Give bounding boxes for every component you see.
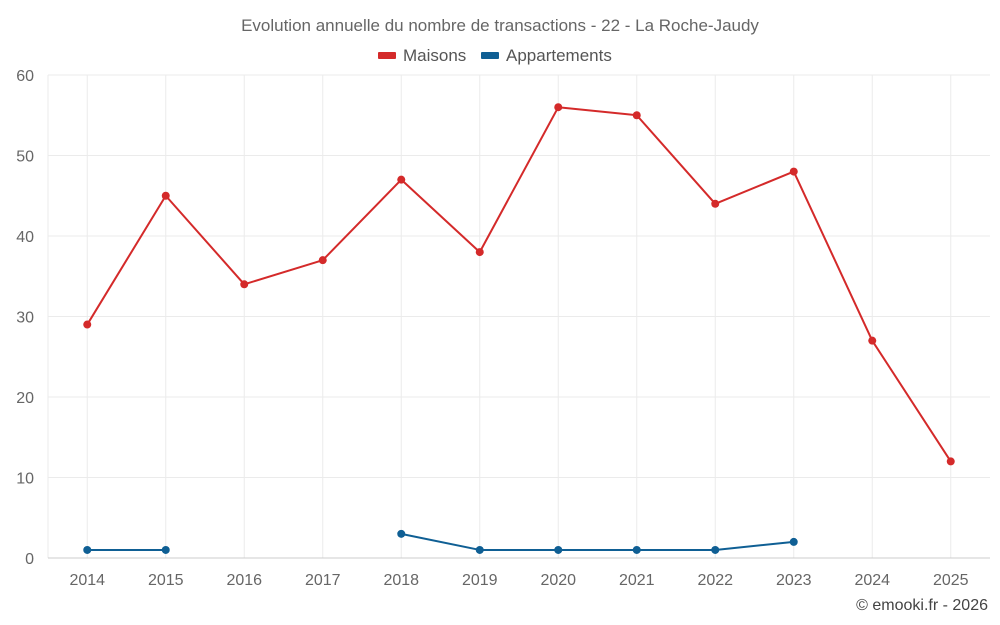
data-point-appartements[interactable] (711, 545, 720, 554)
legend: Maisons Appartements (378, 46, 612, 65)
x-tick-label: 2014 (69, 572, 105, 589)
data-point-appartements[interactable] (161, 545, 170, 554)
data-point-maisons[interactable] (161, 191, 170, 200)
y-tick-label: 30 (16, 310, 34, 327)
y-tick-label: 10 (16, 471, 34, 488)
data-point-maisons[interactable] (240, 280, 249, 289)
x-tick-label: 2019 (462, 572, 498, 589)
data-point-maisons[interactable] (632, 111, 641, 120)
x-tick-label: 2022 (697, 572, 733, 589)
axes: 0 10 20 30 40 50 60 2014 2015 2016 2017 2018 2019 202… (16, 68, 990, 589)
legend-label-maisons: Maisons (403, 46, 466, 65)
chart-title: Evolution annuelle du nombre de transact… (241, 16, 759, 35)
data-point-appartements[interactable] (554, 545, 563, 554)
legend-swatch-appartements (481, 52, 499, 59)
y-tick-label: 50 (16, 149, 34, 166)
data-point-maisons[interactable] (397, 175, 406, 184)
data-point-appartements[interactable] (397, 529, 406, 538)
data-point-maisons[interactable] (318, 256, 327, 265)
y-tick-label: 20 (16, 390, 34, 407)
data-point-maisons[interactable] (475, 248, 484, 257)
y-tick-label: 40 (16, 229, 34, 246)
series-appartements (83, 529, 798, 554)
legend-swatch-maisons (378, 52, 396, 59)
data-point-maisons[interactable] (789, 167, 798, 176)
series-line-maisons (86, 106, 952, 462)
data-point-maisons[interactable] (83, 320, 92, 329)
legend-item-maisons[interactable]: Maisons (378, 46, 466, 65)
x-tick-label: 2015 (148, 572, 184, 589)
grid (47, 74, 990, 558)
credit-text: © emooki.fr - 2026 (856, 597, 988, 614)
x-tick-label: 2023 (776, 572, 812, 589)
y-tick-label: 0 (25, 551, 34, 568)
x-tick-label: 2020 (540, 572, 576, 589)
data-point-maisons[interactable] (868, 336, 877, 345)
data-point-maisons[interactable] (711, 199, 720, 208)
data-point-appartements[interactable] (83, 545, 92, 554)
legend-label-appartements: Appartements (506, 46, 612, 65)
data-point-maisons[interactable] (554, 103, 563, 112)
series-maisons (83, 103, 955, 466)
x-tick-label: 2024 (854, 572, 890, 589)
y-tick-label: 60 (16, 68, 34, 85)
series-line-appartements (401, 532, 794, 551)
data-point-appartements[interactable] (789, 537, 798, 546)
data-point-appartements[interactable] (475, 545, 484, 554)
x-tick-label: 2016 (226, 572, 262, 589)
data-point-appartements[interactable] (632, 545, 641, 554)
x-tick-label: 2018 (383, 572, 419, 589)
legend-item-appartements[interactable]: Appartements (481, 46, 612, 65)
data-point-maisons[interactable] (946, 457, 955, 466)
x-tick-label: 2025 (933, 572, 969, 589)
x-tick-label: 2021 (619, 572, 655, 589)
series (83, 103, 955, 554)
x-tick-label: 2017 (305, 572, 341, 589)
